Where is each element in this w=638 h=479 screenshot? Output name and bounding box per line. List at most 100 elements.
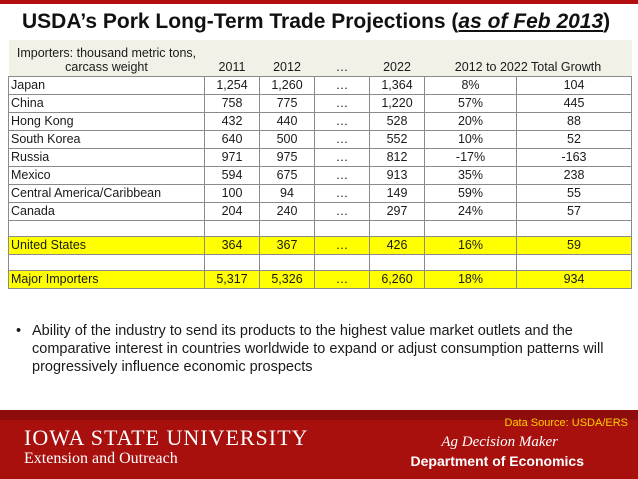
footer-banner: Data Source: USDA/ERS IOWA STATE UNIVERS… (0, 410, 638, 479)
country-cell: Hong Kong (8, 112, 205, 131)
value-cell: 6,260 (369, 270, 425, 289)
value-cell: 934 (516, 270, 632, 289)
value-cell: -163 (516, 148, 632, 167)
value-cell: 59% (424, 184, 517, 203)
empty-cell (204, 220, 260, 237)
value-cell: 297 (369, 202, 425, 221)
value-cell: 5,326 (259, 270, 315, 289)
value-cell: 55 (516, 184, 632, 203)
value-cell: 440 (259, 112, 315, 131)
spacer-row (8, 220, 632, 237)
extension-text: Extension and Outreach (24, 450, 178, 467)
value-cell: … (314, 166, 370, 185)
empty-cell (424, 220, 517, 237)
value-cell: -17% (424, 148, 517, 167)
footer-shade (0, 410, 638, 420)
empty-cell (259, 254, 315, 271)
value-cell: 204 (204, 202, 260, 221)
value-cell: 594 (204, 166, 260, 185)
value-cell: 57 (516, 202, 632, 221)
value-cell: 528 (369, 112, 425, 131)
value-cell: 758 (204, 94, 260, 113)
table-row: United States 364 367… 426 16% 59 (8, 236, 632, 255)
bullet-point: • Ability of the industry to send its pr… (16, 322, 616, 376)
value-cell: 364 (204, 236, 260, 255)
value-cell: 971 (204, 148, 260, 167)
empty-cell (314, 254, 370, 271)
data-source: Data Source: USDA/ERS (504, 417, 629, 429)
bullet-text: Ability of the industry to send its prod… (32, 323, 604, 375)
country-cell: China (8, 94, 205, 113)
value-cell: 1,260 (259, 76, 315, 95)
empty-cell (516, 254, 632, 271)
empty-cell (8, 220, 205, 237)
value-cell: 500 (259, 130, 315, 149)
value-cell: 16% (424, 236, 517, 255)
empty-cell (369, 254, 425, 271)
value-cell: 18% (424, 270, 517, 289)
value-cell: … (314, 270, 370, 289)
value-cell: … (314, 112, 370, 131)
value-cell: 240 (259, 202, 315, 221)
page-title: USDA’s Pork Long-Term Trade Projections … (22, 10, 611, 33)
country-cell: Canada (8, 202, 205, 221)
table-row: Japan 1,254 1,260… 1,364 8% 104 (8, 76, 632, 95)
value-cell: 238 (516, 166, 632, 185)
value-cell: 1,254 (204, 76, 260, 95)
value-cell: 445 (516, 94, 632, 113)
table-row: Major Importers 5,317 5,326… 6,260 18% 934 (8, 270, 632, 289)
header-label: Importers: thousand metric tons, carcass… (8, 40, 205, 77)
table-row: China 758 775… 1,220 57% 445 (8, 94, 632, 113)
country-cell: Russia (8, 148, 205, 167)
country-cell: Central America/Caribbean (8, 184, 205, 203)
value-cell: 426 (369, 236, 425, 255)
value-cell: 100 (204, 184, 260, 203)
country-cell: Mexico (8, 166, 205, 185)
value-cell: 775 (259, 94, 315, 113)
value-cell: 20% (424, 112, 517, 131)
empty-cell (369, 220, 425, 237)
title-date: as of Feb 2013 (458, 10, 604, 33)
table-row: Mexico 594 675… 913 35% 238 (8, 166, 632, 185)
top-rule (0, 0, 638, 4)
value-cell: 367 (259, 236, 315, 255)
value-cell: 149 (369, 184, 425, 203)
empty-cell (424, 254, 517, 271)
table-row: Hong Kong 432 440… 528 20% 88 (8, 112, 632, 131)
value-cell: 88 (516, 112, 632, 131)
header-col: 2022 (369, 40, 425, 77)
value-cell: 913 (369, 166, 425, 185)
table-row: South Korea 640 500… 552 10% 52 (8, 130, 632, 149)
spacer-row (8, 254, 632, 271)
empty-cell (8, 254, 205, 271)
value-cell: 52 (516, 130, 632, 149)
empty-cell (314, 220, 370, 237)
country-cell: Japan (8, 76, 205, 95)
value-cell: 812 (369, 148, 425, 167)
header-row: Importers: thousand metric tons, carcass… (8, 40, 632, 77)
value-cell: … (314, 236, 370, 255)
value-cell: … (314, 130, 370, 149)
empty-cell (516, 220, 632, 237)
value-cell: 640 (204, 130, 260, 149)
trade-table: Importers: thousand metric tons, carcass… (8, 40, 632, 289)
header-col: 2012 to 2022 Total Growth (424, 40, 632, 77)
value-cell: 432 (204, 112, 260, 131)
value-cell: 552 (369, 130, 425, 149)
header-col: … (314, 40, 370, 77)
department-name: Department of Economics (410, 453, 584, 469)
header-col: 2012 (259, 40, 315, 77)
value-cell: 24% (424, 202, 517, 221)
value-cell: … (314, 76, 370, 95)
value-cell: 10% (424, 130, 517, 149)
value-cell: 57% (424, 94, 517, 113)
value-cell: 8% (424, 76, 517, 95)
empty-cell (259, 220, 315, 237)
country-cell: United States (8, 236, 205, 255)
table-row: Canada 204 240… 297 24% 57 (8, 202, 632, 221)
value-cell: 35% (424, 166, 517, 185)
value-cell: … (314, 94, 370, 113)
empty-cell (204, 254, 260, 271)
ag-decision-maker-logo: Ag Decision Maker (441, 434, 558, 450)
trade-table-container: Importers: thousand metric tons, carcass… (8, 40, 632, 289)
